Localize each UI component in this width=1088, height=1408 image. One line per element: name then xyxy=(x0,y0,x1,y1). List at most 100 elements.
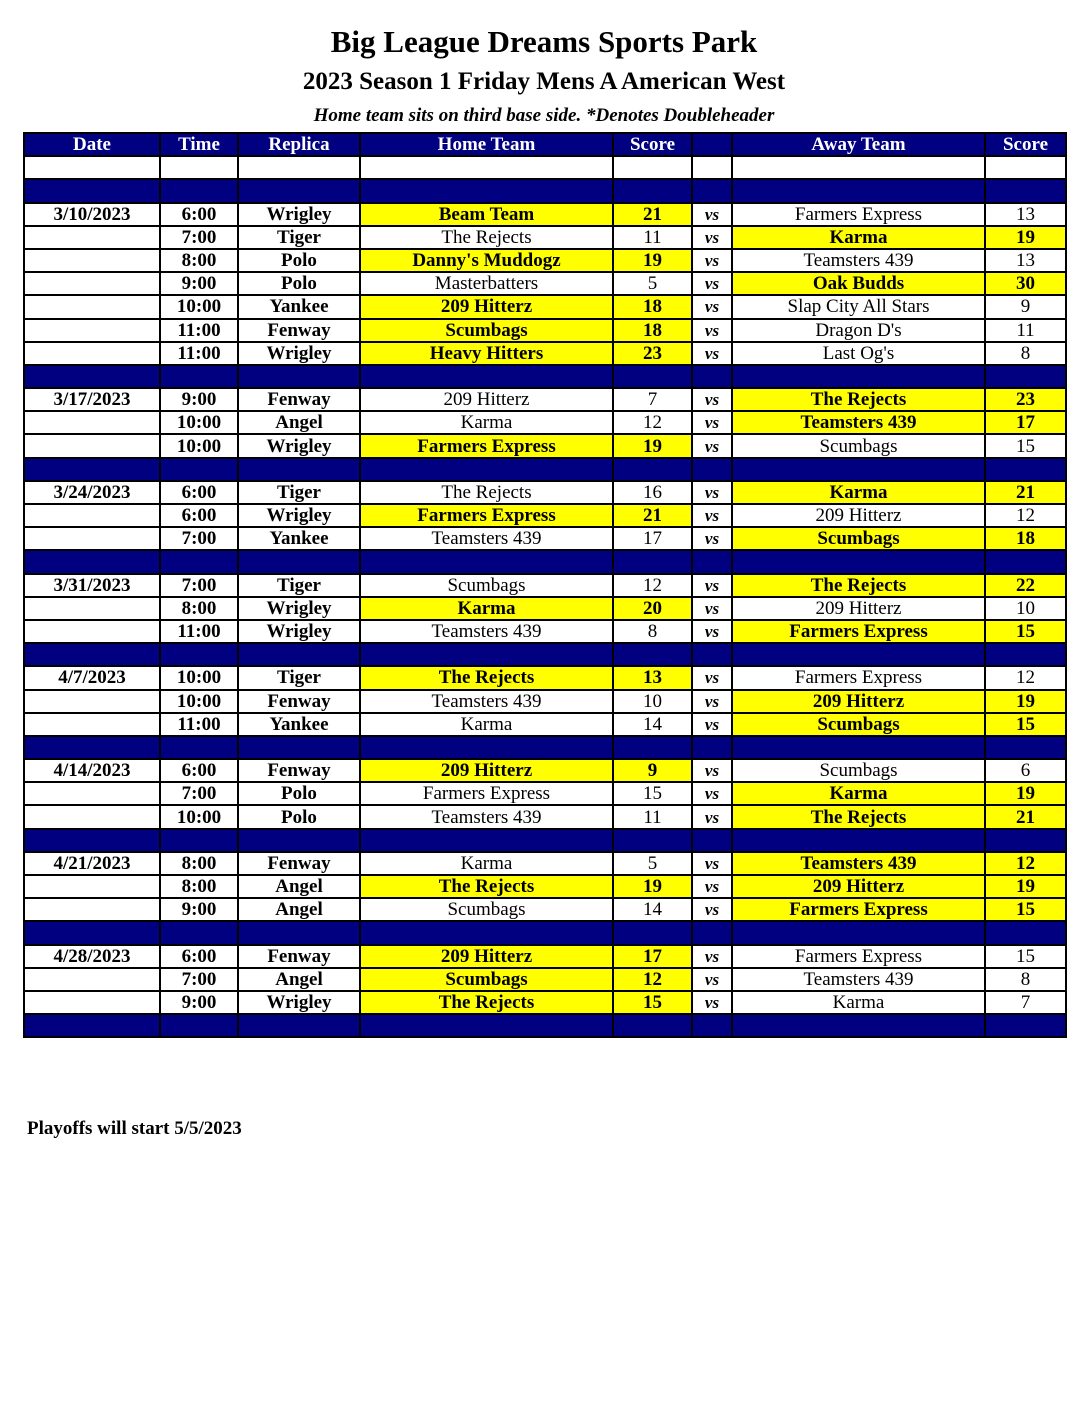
replica-cell: Polo xyxy=(237,247,361,274)
home-score-cell: 7 xyxy=(612,387,693,413)
vs-cell: vs xyxy=(691,665,733,691)
replica-cell: Wrigley xyxy=(237,340,361,366)
home-score-cell: 19 xyxy=(612,247,693,274)
time-cell: 8:00 xyxy=(159,595,239,621)
vs-cell: vs xyxy=(691,340,733,366)
away-team-cell: Scumbags xyxy=(731,711,986,737)
spacer-cell xyxy=(984,456,1067,482)
time-cell: 9:00 xyxy=(159,387,239,413)
time-cell: 10:00 xyxy=(159,410,239,436)
home-team-cell: Scumbags xyxy=(359,317,614,343)
away-team-cell: 209 Hitterz xyxy=(731,595,986,621)
away-score-cell: 15 xyxy=(984,943,1067,969)
replica-cell: Fenway xyxy=(237,688,361,714)
spacer-cell xyxy=(731,155,986,181)
game-row: 6:00 Wrigley Farmers Express 21 vs 209 Hitter… xyxy=(23,502,1067,529)
spacer-cell xyxy=(691,363,733,390)
time-cell: 10:00 xyxy=(159,804,239,830)
time-cell: 9:00 xyxy=(159,897,239,923)
spacer-cell xyxy=(237,1013,361,1039)
spacer-cell xyxy=(612,827,693,853)
away-team-cell: 209 Hitterz xyxy=(731,688,986,714)
home-team-cell: Farmers Express xyxy=(359,781,614,807)
game-row: 10:00 Wrigley Farmers Express 19 vs Scumbags 1… xyxy=(23,433,1067,459)
home-team-cell: Farmers Express xyxy=(359,502,614,529)
date-cell: 3/17/2023 xyxy=(23,387,161,413)
game-row: 8:00 Polo Danny's Muddogz 19 vs Teamsters 439… xyxy=(23,247,1067,274)
spacer-cell xyxy=(237,549,361,575)
time-cell: 8:00 xyxy=(159,247,239,274)
replica-cell: Fenway xyxy=(237,758,361,784)
away-score-cell: 17 xyxy=(984,410,1067,436)
vs-cell: vs xyxy=(691,711,733,737)
vs-cell: vs xyxy=(691,850,733,877)
home-score-cell: 12 xyxy=(612,572,693,598)
away-team-cell: The Rejects xyxy=(731,572,986,598)
time-cell: 10:00 xyxy=(159,294,239,320)
home-team-cell: The Rejects xyxy=(359,989,614,1016)
home-score-cell: 18 xyxy=(612,294,693,320)
date-cell xyxy=(23,271,161,297)
footer-note: Playoffs will start 5/5/2023 xyxy=(27,1118,242,1139)
game-row: 4/14/2023 6:00 Fenway 209 Hitterz 9 vs Scumbag… xyxy=(23,758,1067,784)
game-row: 11:00 Wrigley Heavy Hitters 23 vs Last Og's 8 xyxy=(23,340,1067,366)
away-team-cell: Dragon D's xyxy=(731,317,986,343)
home-score-cell: 14 xyxy=(612,711,693,737)
home-score-cell: 10 xyxy=(612,688,693,714)
spacer-cell xyxy=(612,734,693,761)
replica-cell: Angel xyxy=(237,410,361,436)
game-row: 10:00 Angel Karma 12 vs Teamsters 439 17 xyxy=(23,410,1067,436)
spacer-cell xyxy=(731,920,986,946)
replica-cell: Tiger xyxy=(237,479,361,506)
spacer-cell xyxy=(731,456,986,482)
spacer-cell xyxy=(691,549,733,575)
away-score-cell: 22 xyxy=(984,572,1067,598)
vs-cell: vs xyxy=(691,804,733,830)
home-team-cell: Teamsters 439 xyxy=(359,526,614,552)
date-cell xyxy=(23,317,161,343)
column-header-home-team: Home Team xyxy=(359,131,614,158)
time-cell: 10:00 xyxy=(159,665,239,691)
away-score-cell: 8 xyxy=(984,340,1067,366)
date-cell xyxy=(23,711,161,737)
replica-cell: Angel xyxy=(237,897,361,923)
game-row: 7:00 Polo Farmers Express 15 vs Karma 19 xyxy=(23,781,1067,807)
home-team-cell: Karma xyxy=(359,595,614,621)
away-score-cell: 15 xyxy=(984,618,1067,645)
replica-cell: Yankee xyxy=(237,711,361,737)
spacer-cell xyxy=(612,456,693,482)
spacer-cell xyxy=(984,549,1067,575)
spacer-cell xyxy=(23,549,161,575)
time-cell: 6:00 xyxy=(159,201,239,227)
time-cell: 7:00 xyxy=(159,526,239,552)
away-score-cell: 21 xyxy=(984,804,1067,830)
home-score-cell: 14 xyxy=(612,897,693,923)
spacer-cell xyxy=(237,827,361,853)
date-cell xyxy=(23,294,161,320)
home-score-cell: 16 xyxy=(612,479,693,506)
home-team-cell: Karma xyxy=(359,410,614,436)
date-cell: 4/28/2023 xyxy=(23,943,161,969)
vs-cell: vs xyxy=(691,758,733,784)
spacer-cell xyxy=(359,1013,614,1039)
schedule-table: Date Time Replica Home Team Score Away Team Sc… xyxy=(23,131,1067,1039)
time-cell: 9:00 xyxy=(159,271,239,297)
away-team-cell: Scumbags xyxy=(731,758,986,784)
game-row: 10:00 Polo Teamsters 439 11 vs The Rejects 21 xyxy=(23,804,1067,830)
spacer-cell xyxy=(359,549,614,575)
separator-row xyxy=(23,827,1067,853)
away-team-cell: The Rejects xyxy=(731,804,986,830)
away-team-cell: Slap City All Stars xyxy=(731,294,986,320)
replica-cell: Fenway xyxy=(237,317,361,343)
time-cell: 6:00 xyxy=(159,479,239,506)
replica-cell: Fenway xyxy=(237,387,361,413)
time-cell: 11:00 xyxy=(159,711,239,737)
date-cell: 4/14/2023 xyxy=(23,758,161,784)
column-header-time: Time xyxy=(159,131,239,158)
home-score-cell: 18 xyxy=(612,317,693,343)
home-team-cell: Scumbags xyxy=(359,966,614,992)
spacer-cell xyxy=(359,827,614,853)
spacer-cell xyxy=(237,363,361,390)
away-score-cell: 21 xyxy=(984,479,1067,506)
spacer-cell xyxy=(237,155,361,181)
